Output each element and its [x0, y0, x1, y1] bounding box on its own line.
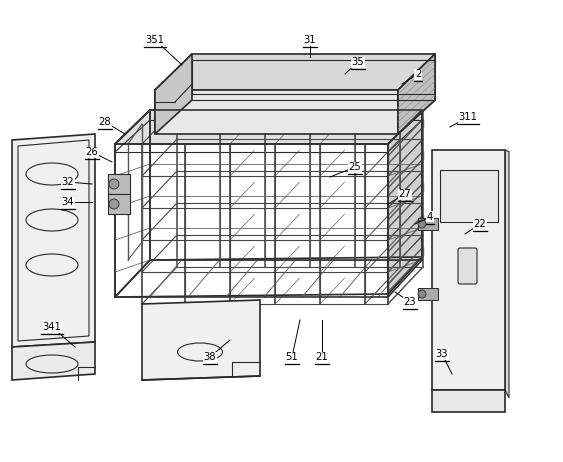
Text: 51: 51 [285, 352, 298, 362]
Text: 341: 341 [43, 322, 61, 332]
Bar [108, 174, 130, 194]
Polygon shape [155, 90, 398, 134]
Polygon shape [505, 150, 509, 398]
Text: 311: 311 [458, 112, 477, 122]
Text: 32: 32 [62, 177, 74, 187]
Text: 26: 26 [86, 147, 99, 157]
Text: 38: 38 [204, 352, 216, 362]
Polygon shape [12, 342, 95, 380]
Polygon shape [142, 300, 260, 380]
Bar [418, 288, 438, 300]
Text: 22: 22 [473, 219, 486, 229]
Polygon shape [388, 110, 422, 294]
Text: 351: 351 [145, 35, 164, 45]
Polygon shape [115, 110, 422, 144]
Circle shape [418, 220, 426, 228]
Text: 23: 23 [404, 297, 416, 307]
Text: 2: 2 [415, 69, 421, 79]
Text: 34: 34 [62, 197, 74, 207]
Text: 35: 35 [352, 57, 364, 67]
Polygon shape [155, 54, 192, 134]
Polygon shape [432, 390, 505, 412]
Circle shape [109, 199, 119, 209]
Circle shape [109, 179, 119, 189]
Bar [418, 218, 438, 230]
FancyBboxPatch shape [458, 248, 477, 284]
Text: 4: 4 [427, 212, 433, 222]
Text: 31: 31 [303, 35, 316, 45]
Bar [108, 194, 130, 214]
Polygon shape [12, 134, 95, 347]
Circle shape [418, 290, 426, 298]
Polygon shape [432, 150, 505, 390]
Polygon shape [398, 54, 435, 134]
Text: 33: 33 [436, 349, 448, 359]
Text: 21: 21 [316, 352, 328, 362]
Text: 27: 27 [399, 189, 412, 199]
Text: 28: 28 [99, 117, 111, 127]
Text: 25: 25 [348, 162, 361, 172]
Polygon shape [440, 170, 498, 222]
Polygon shape [155, 54, 435, 90]
